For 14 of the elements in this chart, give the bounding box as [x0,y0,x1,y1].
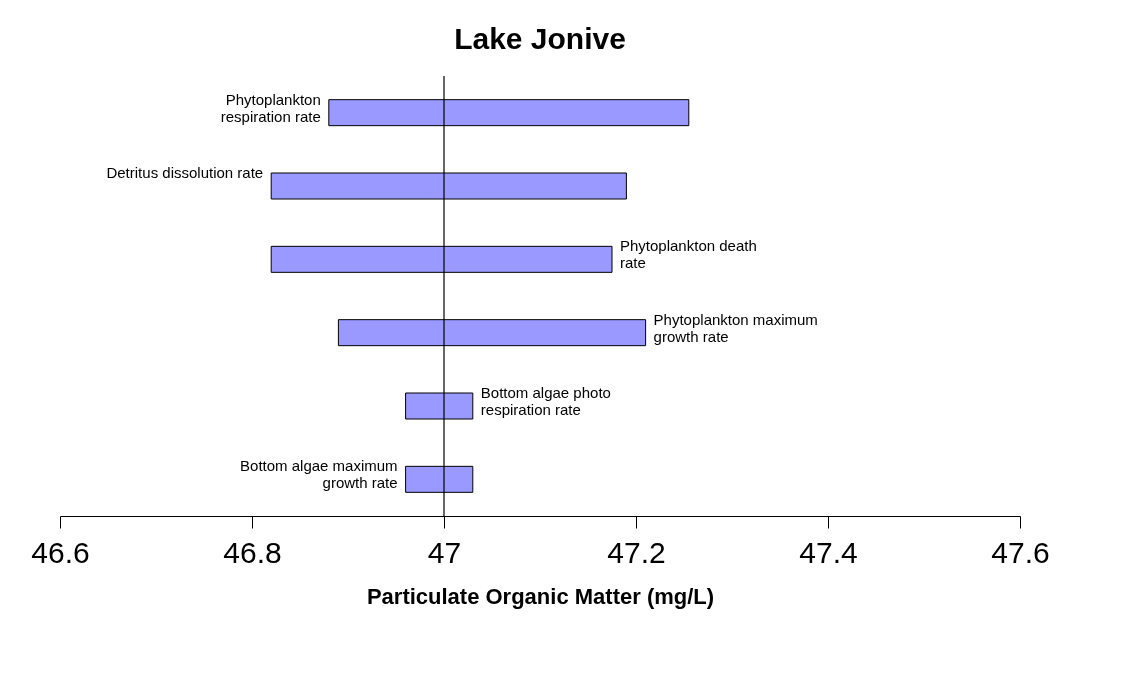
chart-title: Lake Jonive [454,22,626,56]
x-tick-label: 47.6 [991,535,1050,569]
y-tick-label: Phytoplankton maximum growth rate [653,310,818,345]
y-tick-label: Bottom algae maximum growth rate [240,457,398,492]
y-tick-label: Detritus dissolution rate [106,164,264,181]
y-tick-label: Bottom algae photo respiration rate [480,384,611,418]
x-tick-label: 46.8 [223,535,282,569]
x-axis-title: Particulate Organic Matter (mg/L) [366,583,715,609]
y-tick-label: Phytoplankton death rate [620,237,757,272]
x-tick-label: 47.4 [799,535,858,569]
x-tick-label: 47.2 [607,535,666,569]
y-tick-label: Phytoplankton respiration rate [220,90,321,125]
x-tick-label: 47 [427,535,462,569]
x-tick-label: 46.6 [31,535,90,569]
